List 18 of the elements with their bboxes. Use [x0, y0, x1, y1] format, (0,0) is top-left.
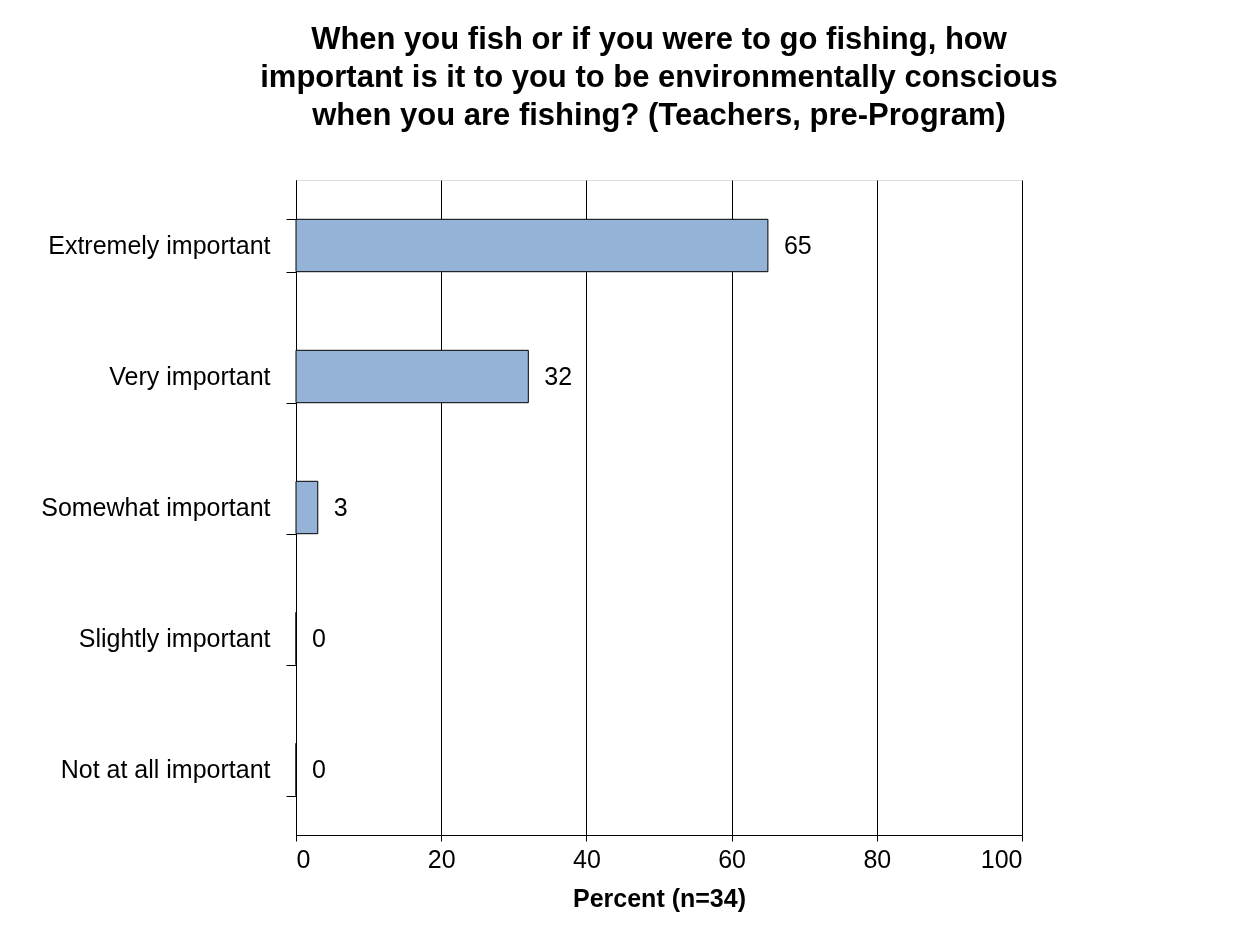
y-tick-label: Extremely important [48, 231, 271, 259]
x-tick-label: 40 [572, 844, 601, 873]
x-tick-label: 100 [980, 844, 1023, 873]
x-tick-label: 20 [427, 844, 456, 873]
x-axis-title: Percent (n=34) [573, 883, 746, 912]
y-tick-label: Not at all important [60, 755, 271, 783]
data-label: 65 [783, 230, 812, 259]
data-label: 3 [333, 492, 348, 521]
y-tick-label: Very important [109, 362, 271, 390]
data-label: 0 [312, 623, 326, 652]
chart-title: When you fish or if you were to go fishing, how important is it to you to be environmentally conscious when you are fishing? (Teachers, pre-Program) [260, 21, 1058, 132]
x-tick-label: 60 [718, 844, 747, 873]
y-tick-label: Somewhat important [41, 493, 271, 521]
data-label: 32 [544, 361, 573, 390]
x-tick-label: 80 [863, 844, 892, 873]
y-tick-label: Slightly important [78, 624, 271, 652]
x-tick-label: 0 [296, 844, 311, 873]
data-label: 0 [312, 754, 326, 783]
